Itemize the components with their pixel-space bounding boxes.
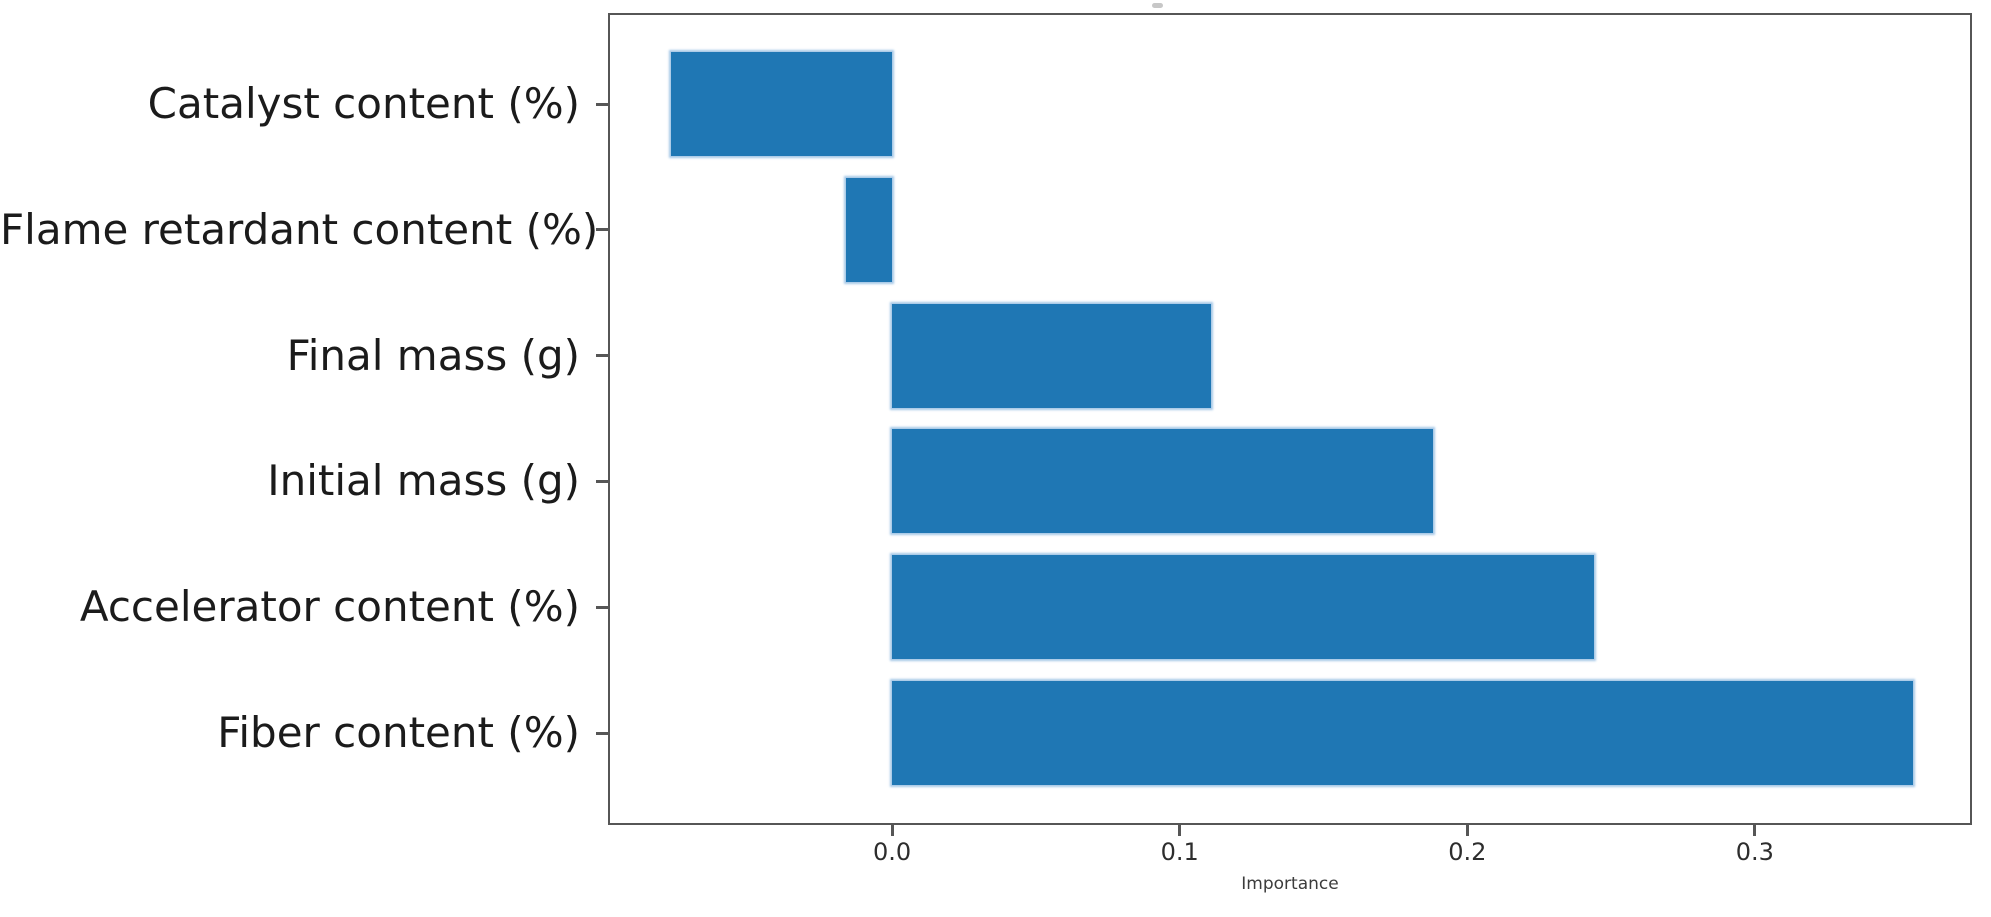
y-tick-mark bbox=[596, 605, 608, 609]
y-tick-label: Initial mass (g) bbox=[267, 456, 580, 506]
x-tick-mark bbox=[890, 824, 894, 836]
y-tick-label: Final mass (g) bbox=[286, 330, 580, 380]
bar bbox=[892, 303, 1212, 408]
bar bbox=[670, 52, 893, 156]
y-tick-mark bbox=[596, 479, 608, 483]
y-tick-label: Fiber content (%) bbox=[217, 708, 580, 757]
x-tick-mark bbox=[1465, 824, 1469, 836]
y-tick-mark bbox=[596, 228, 608, 232]
bar bbox=[892, 429, 1433, 534]
y-tick-mark bbox=[596, 102, 608, 106]
y-tick-label: Catalyst content (%) bbox=[147, 79, 580, 128]
x-tick-label: 0.1 bbox=[1160, 838, 1199, 866]
y-tick-mark bbox=[596, 731, 608, 735]
y-tick-label: Flame retardant content (%) bbox=[0, 204, 599, 254]
x-tick-label: 0.2 bbox=[1448, 838, 1487, 866]
bar bbox=[846, 177, 893, 282]
y-tick-label: Accelerator content (%) bbox=[79, 582, 580, 632]
bar bbox=[892, 681, 1914, 785]
x-tick-label: 0.0 bbox=[873, 838, 912, 866]
x-tick-mark bbox=[1753, 824, 1757, 836]
bar bbox=[892, 555, 1594, 660]
x-tick-label: 0.3 bbox=[1735, 838, 1774, 866]
x-tick-mark bbox=[1178, 824, 1182, 836]
x-axis-title: Importance bbox=[1241, 874, 1339, 894]
y-tick-mark bbox=[596, 354, 608, 358]
stray-speck bbox=[1152, 3, 1163, 8]
